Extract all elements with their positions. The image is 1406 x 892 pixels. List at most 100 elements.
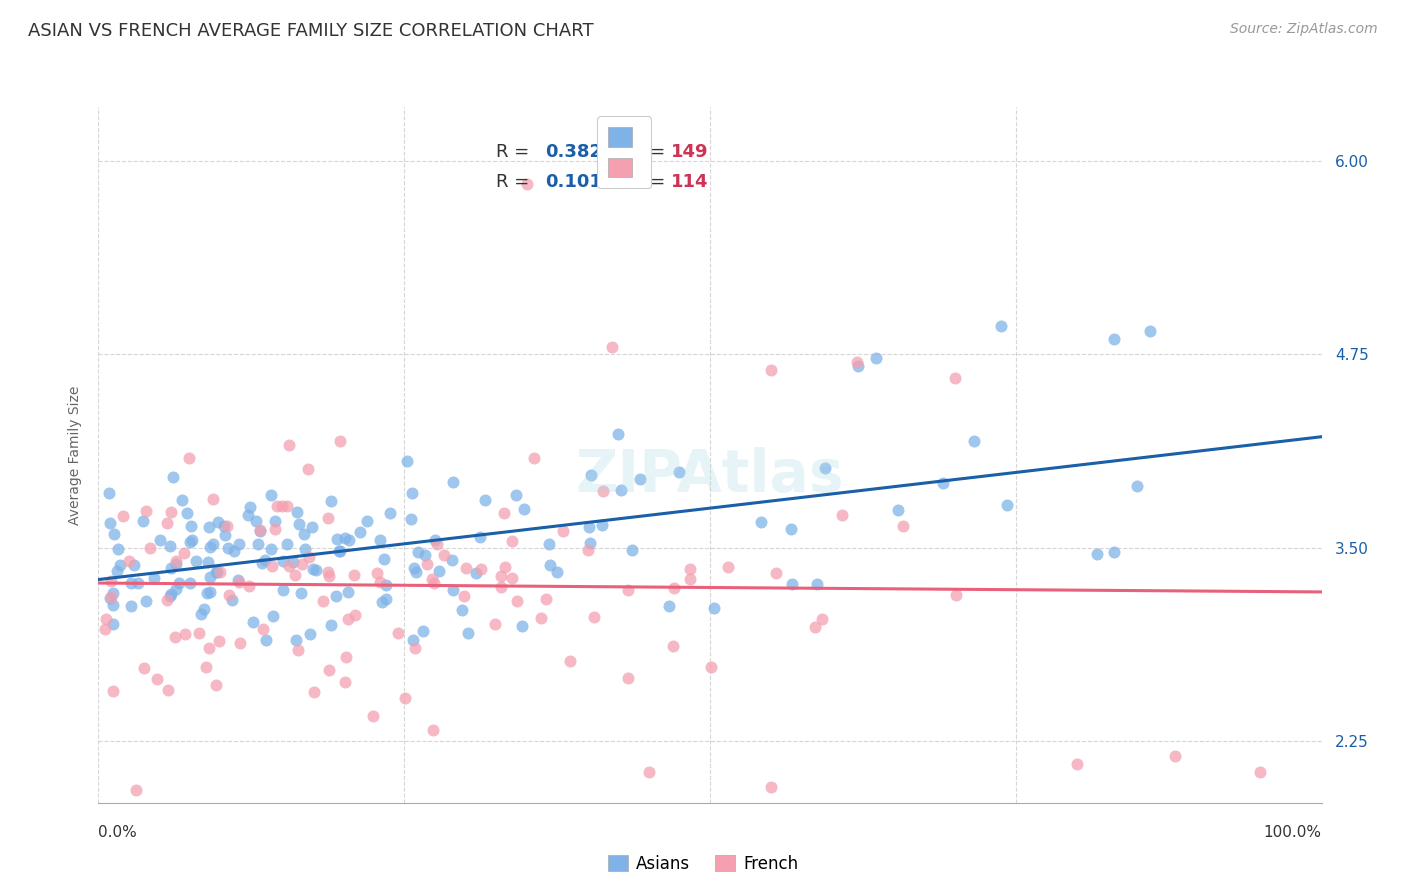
Point [576, 543, 599, 558]
Point [1102, 545, 1125, 559]
Point [318, 663, 340, 677]
Point [368, 533, 391, 547]
Point [931, 476, 953, 491]
Point [264, 514, 287, 528]
Text: 0.382: 0.382 [546, 144, 602, 161]
Point [1139, 324, 1161, 338]
Point [120, 576, 142, 591]
Point [195, 585, 218, 599]
Point [228, 575, 250, 590]
Point [149, 533, 172, 547]
Point [1066, 757, 1088, 772]
Point [326, 532, 349, 546]
Point [101, 598, 124, 612]
Point [208, 565, 231, 579]
Point [375, 578, 398, 592]
Point [224, 543, 246, 558]
Point [179, 576, 201, 591]
Legend: , : , [598, 116, 651, 188]
Point [1126, 479, 1149, 493]
Point [98, 516, 121, 530]
Point [249, 523, 271, 537]
Point [200, 540, 222, 554]
Point [402, 633, 425, 648]
Point [523, 450, 546, 465]
Point [132, 661, 155, 675]
Point [321, 618, 343, 632]
Point [538, 537, 561, 551]
Point [450, 602, 472, 616]
Text: N =: N = [630, 173, 671, 191]
Point [761, 363, 783, 377]
Point [494, 560, 516, 574]
Point [165, 554, 187, 568]
Point [368, 574, 391, 589]
Point [165, 582, 187, 596]
Point [278, 559, 301, 574]
Point [405, 565, 427, 579]
Text: 100.0%: 100.0% [1264, 825, 1322, 840]
Point [157, 683, 180, 698]
Point [423, 575, 446, 590]
Text: 0.0%: 0.0% [98, 825, 138, 840]
Point [167, 575, 190, 590]
Point [101, 684, 124, 698]
Point [208, 633, 231, 648]
Point [551, 524, 574, 538]
Point [160, 505, 183, 519]
Point [124, 558, 146, 573]
Point [373, 552, 395, 566]
Point [887, 503, 910, 517]
Point [238, 508, 260, 522]
Point [174, 627, 197, 641]
Point [328, 544, 350, 558]
Point [395, 454, 418, 468]
Point [336, 585, 359, 599]
Point [263, 522, 285, 536]
Point [125, 783, 148, 797]
Point [453, 589, 475, 603]
Point [207, 515, 229, 529]
Point [765, 566, 787, 581]
Point [578, 536, 600, 550]
Point [284, 633, 307, 648]
Point [118, 554, 141, 568]
Point [105, 565, 128, 579]
Y-axis label: Average Family Size: Average Family Size [67, 385, 82, 524]
Point [513, 501, 536, 516]
Point [305, 563, 328, 577]
Point [190, 607, 212, 621]
Point [404, 640, 426, 655]
Point [301, 561, 323, 575]
Point [302, 685, 325, 699]
Point [143, 571, 166, 585]
Point [198, 640, 221, 655]
Point [217, 519, 239, 533]
Point [329, 544, 352, 558]
Point [530, 611, 553, 625]
Point [180, 533, 202, 548]
Point [699, 660, 721, 674]
Point [193, 602, 215, 616]
Point [501, 571, 523, 585]
Point [107, 541, 129, 556]
Text: Source: ZipAtlas.com: Source: ZipAtlas.com [1230, 22, 1378, 37]
Point [592, 483, 614, 498]
Point [179, 535, 201, 549]
Point [343, 567, 366, 582]
Point [283, 567, 305, 582]
Point [285, 505, 308, 519]
Point [120, 599, 142, 613]
Point [101, 586, 124, 600]
Text: 114: 114 [671, 173, 709, 191]
Legend: Asians, French: Asians, French [600, 848, 806, 880]
Point [406, 545, 429, 559]
Point [401, 486, 423, 500]
Point [163, 630, 186, 644]
Point [371, 595, 394, 609]
Point [214, 518, 236, 533]
Text: N =: N = [630, 144, 671, 161]
Point [591, 517, 613, 532]
Point [628, 472, 651, 486]
Point [160, 587, 183, 601]
